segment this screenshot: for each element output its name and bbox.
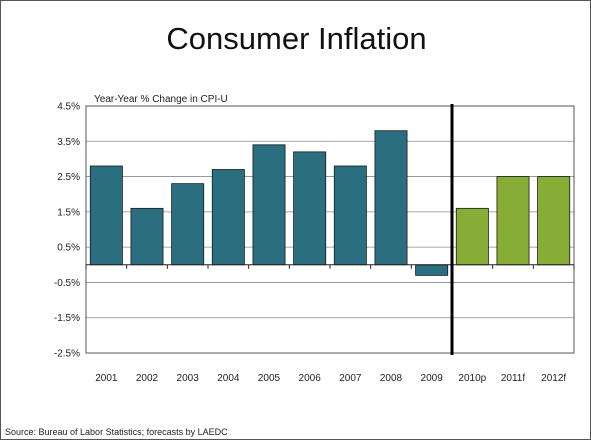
x-tick-label: 2007 <box>339 373 362 384</box>
y-tick-label: -1.5% <box>54 313 80 324</box>
x-tick-label: 2008 <box>380 373 403 384</box>
bars <box>90 131 569 276</box>
x-tick-label: 2002 <box>136 373 159 384</box>
x-tick-label: 2006 <box>299 373 322 384</box>
y-tick-label: 0.5% <box>57 243 80 254</box>
x-tick-label: 2009 <box>421 373 444 384</box>
bar-2009 <box>416 265 448 276</box>
bar-2002 <box>131 208 163 264</box>
x-tick-label: 2004 <box>217 373 240 384</box>
bar-2012f <box>538 177 570 265</box>
x-tick-label: 2005 <box>258 373 281 384</box>
y-tick-label: 1.5% <box>57 207 80 218</box>
source-note: Source: Bureau of Labor Statistics; fore… <box>5 427 228 437</box>
x-tick-label: 2012f <box>541 373 566 384</box>
bar-2003 <box>172 184 204 265</box>
bar-2005 <box>253 145 285 265</box>
bar-2007 <box>334 166 366 265</box>
y-tick-label: 3.5% <box>57 137 80 148</box>
chart-subtitle: Year-Year % Change in CPI-U <box>94 94 228 105</box>
y-tick-label: -2.5% <box>54 349 80 360</box>
y-tick-label: 4.5% <box>57 102 80 113</box>
bar-2001 <box>90 166 122 265</box>
x-tick-label: 2001 <box>95 373 118 384</box>
bar-2006 <box>294 152 326 265</box>
x-tick-label: 2003 <box>177 373 200 384</box>
y-tick-label: 2.5% <box>57 172 80 183</box>
y-tick-label: -0.5% <box>54 278 80 289</box>
bar-2008 <box>375 131 407 265</box>
bar-2011f <box>497 177 529 265</box>
bar-2010p <box>456 208 488 264</box>
bar-2004 <box>212 170 244 265</box>
x-tick-label: 2010p <box>458 373 486 384</box>
x-tick-label: 2011f <box>501 373 526 384</box>
